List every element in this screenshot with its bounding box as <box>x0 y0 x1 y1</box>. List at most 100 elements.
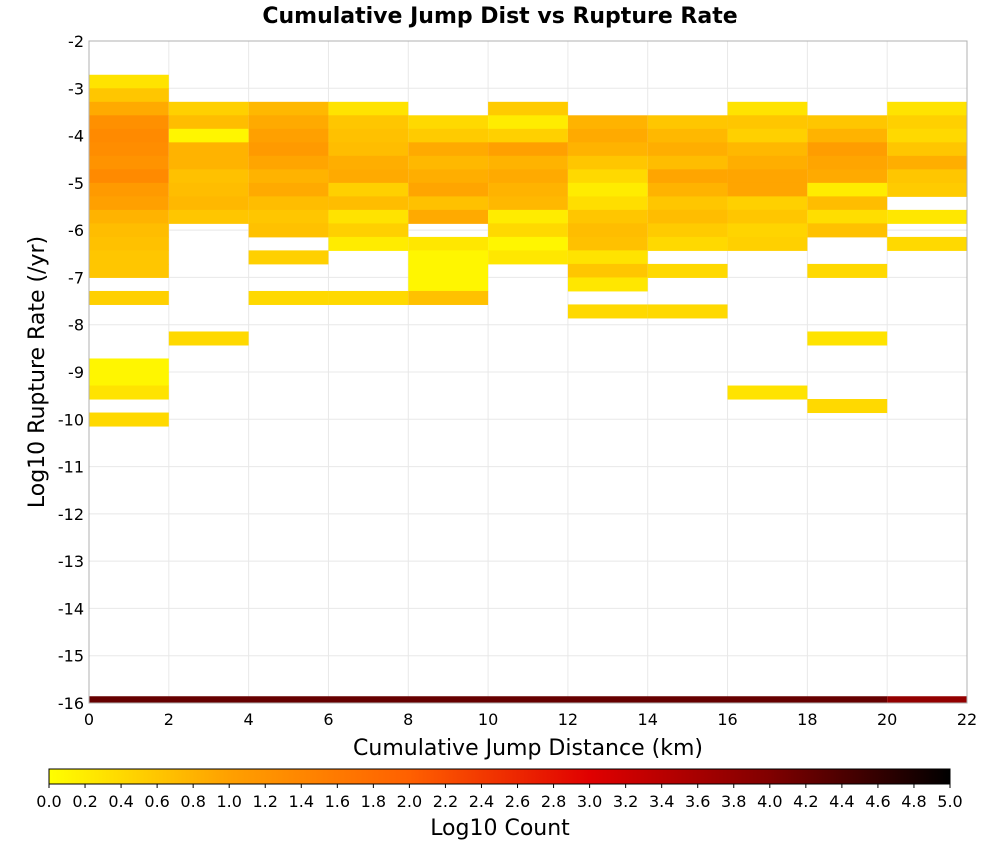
heatmap-cell <box>408 236 489 251</box>
colorbar-label: Log10 Count <box>430 816 570 841</box>
heatmap-cell <box>328 115 409 130</box>
heatmap-cell <box>89 196 169 211</box>
heatmap-cell <box>408 182 489 197</box>
colorbar-tick-label: 1.8 <box>361 792 386 811</box>
heatmap-cell <box>647 236 728 251</box>
heatmap-cell <box>727 182 808 197</box>
heatmap-cell <box>248 128 329 143</box>
heatmap-cell <box>248 169 329 184</box>
heatmap-cell <box>727 101 808 116</box>
colorbar-tick-label: 0.2 <box>72 792 97 811</box>
heatmap-cell <box>567 209 648 224</box>
heatmap-cell <box>248 182 329 197</box>
y-tick-label: -8 <box>68 316 84 335</box>
x-tick-label: 0 <box>84 710 94 729</box>
colorbar-tick-label: 0.0 <box>36 792 61 811</box>
heatmap-cell <box>328 142 409 157</box>
heatmap-cell <box>328 196 409 211</box>
heatmap-cell <box>488 196 568 211</box>
heatmap-cell <box>328 128 409 143</box>
heatmap-cell <box>89 372 169 387</box>
colorbar-tick-labels: 0.0 0.2 0.4 0.6 0.8 1.0 1.2 1.4 1.6 1.8 2.0 2.2 2.4 2… <box>36 784 963 811</box>
heatmap-cell <box>408 128 489 143</box>
y-axis-label: Log10 Rupture Rate (/yr) <box>25 236 50 508</box>
heatmap-cell-bottom <box>89 696 888 703</box>
heatmap-cell <box>488 115 568 130</box>
colorbar-tick-label: 0.8 <box>180 792 205 811</box>
heatmap-cell <box>488 209 568 224</box>
heatmap-cell <box>328 290 409 305</box>
heatmap-cell <box>408 277 489 292</box>
heatmap-cell <box>168 182 249 197</box>
colorbar-tick-label: 3.4 <box>649 792 674 811</box>
heatmap-cell <box>89 142 169 157</box>
heatmap-cell <box>567 223 648 238</box>
heatmap-cell <box>168 142 249 157</box>
heatmap-cell <box>89 209 169 224</box>
y-tick-label: -2 <box>68 32 84 51</box>
heatmap-cell <box>408 142 489 157</box>
heatmap-cell <box>807 263 888 278</box>
x-tick-label: 22 <box>957 710 977 729</box>
colorbar-tick-label: 2.4 <box>469 792 494 811</box>
colorbar-tick-label: 0.4 <box>108 792 133 811</box>
heatmap-cell <box>807 223 888 238</box>
heatmap-cell <box>89 88 169 103</box>
colorbar-tick-label: 4.2 <box>793 792 818 811</box>
colorbar-tick-label: 1.0 <box>216 792 241 811</box>
heatmap-cell <box>168 128 249 143</box>
heatmap-cell <box>567 142 648 157</box>
heatmap-cell <box>887 169 967 184</box>
heatmap-cell <box>887 142 967 157</box>
heatmap-cell <box>807 209 888 224</box>
heatmap-cell <box>567 128 648 143</box>
chart-title: Cumulative Jump Dist vs Rupture Rate <box>262 4 737 29</box>
heatmap-cell <box>727 236 808 251</box>
heatmap-cell <box>727 128 808 143</box>
heatmap-cell <box>408 169 489 184</box>
heatmap-cell <box>89 74 169 89</box>
x-tick-label: 8 <box>403 710 413 729</box>
heatmap-cell <box>89 385 169 400</box>
heatmap-cell <box>647 304 728 319</box>
heatmap-cell <box>488 182 568 197</box>
heatmap-cell <box>89 115 169 130</box>
heatmap-cell <box>887 115 967 130</box>
heatmap-cell <box>168 209 249 224</box>
heatmap-cell <box>488 101 568 116</box>
heatmap-cell <box>727 385 808 400</box>
heatmap-cell <box>408 155 489 170</box>
heatmap-cell <box>727 169 808 184</box>
y-tick-label: -14 <box>58 599 84 618</box>
colorbar-tick-label: 4.0 <box>757 792 782 811</box>
colorbar-tick-label: 2.0 <box>397 792 422 811</box>
heatmap-cell <box>567 115 648 130</box>
heatmap-cell <box>567 277 648 292</box>
heatmap-cell <box>168 196 249 211</box>
heatmap-cell <box>488 155 568 170</box>
heatmap-cell <box>567 196 648 211</box>
heatmap-cell <box>647 196 728 211</box>
heatmap-cell <box>567 155 648 170</box>
heatmap-cell <box>488 169 568 184</box>
heatmap-cell <box>647 182 728 197</box>
y-tick-label: -5 <box>68 174 84 193</box>
heatmap-cell <box>807 331 888 346</box>
heatmap-cell <box>887 101 967 116</box>
heatmap-cell <box>89 223 169 238</box>
heatmap-cell <box>328 155 409 170</box>
heatmap-cell <box>248 196 329 211</box>
heatmap-cell <box>887 209 967 224</box>
heatmap-cell <box>89 358 169 373</box>
heatmap-cell <box>328 209 409 224</box>
x-tick-label: 14 <box>638 710 658 729</box>
heatmap-cell-bottom <box>887 696 967 703</box>
heatmap-cell <box>248 115 329 130</box>
heatmap-cell <box>328 182 409 197</box>
y-tick-label: -11 <box>58 458 84 477</box>
colorbar-tick-label: 3.6 <box>685 792 710 811</box>
heatmap-cell <box>408 115 489 130</box>
heatmap-cell <box>168 101 249 116</box>
y-tick-label: -10 <box>58 410 84 429</box>
